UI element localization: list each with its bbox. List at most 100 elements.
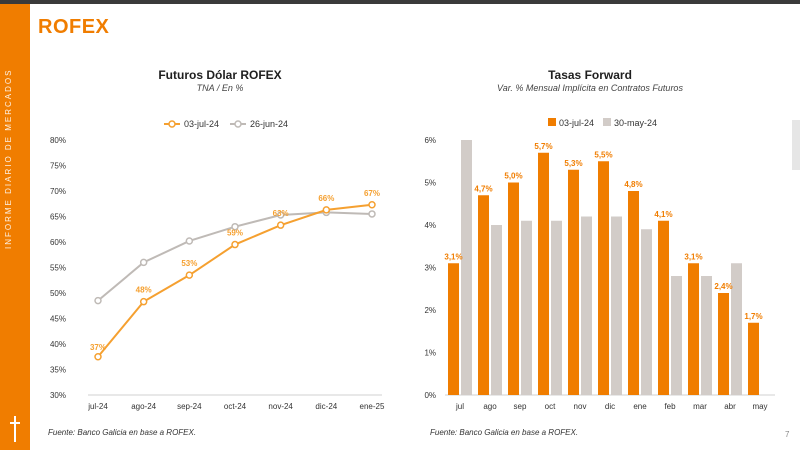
bar-chart: 03-jul-24 30-may-24 0% 1% 2% 3% 4% 5% 6% jul ago…	[424, 118, 775, 411]
bar-series-1	[448, 263, 459, 395]
bar-series-2	[521, 220, 532, 395]
bar-series-2	[731, 263, 742, 395]
bar-series-2	[641, 229, 652, 395]
legend-label-series-2: 26-jun-24	[250, 119, 288, 129]
legend-marker-series-2	[234, 120, 242, 128]
bar-chart-title: Tasas Forward	[548, 68, 632, 82]
data-label-series-1: 3,1%	[684, 252, 702, 261]
x-tick-label: dic-24	[315, 402, 337, 411]
y-tick-label: 0%	[424, 391, 436, 400]
point-series-2	[231, 222, 239, 231]
y-tick-label: 30%	[50, 391, 66, 400]
point-series-1	[231, 240, 239, 249]
point-series-2	[139, 258, 148, 267]
x-tick-label: ago-24	[131, 402, 156, 411]
data-label-series-1: 1,7%	[744, 312, 762, 321]
bar-series-2	[581, 216, 592, 395]
bar-series-2	[701, 276, 712, 395]
data-label-series-1: 67%	[364, 189, 380, 198]
legend-label-series-1: 03-jul-24	[184, 119, 219, 129]
bar-series-1	[568, 169, 579, 395]
data-label-series-1: 2,4%	[714, 282, 732, 291]
point-series-2	[94, 296, 102, 305]
bar-series-1	[538, 152, 549, 395]
y-tick-label: 3%	[424, 264, 436, 273]
y-tick-label: 60%	[50, 238, 66, 247]
x-tick-label: sep	[514, 402, 527, 411]
point-series-2	[368, 210, 376, 218]
point-series-1	[322, 206, 331, 214]
data-label-series-1: 5,5%	[594, 150, 612, 159]
bar-chart-subtitle: Var. % Mensual Implícita en Contratos Fu…	[497, 83, 683, 93]
x-tick-label: oct	[545, 402, 556, 411]
bar-series-1	[718, 293, 729, 395]
bar-series-2	[461, 140, 472, 395]
point-series-1	[185, 271, 194, 279]
x-tick-label: ene-25	[360, 402, 385, 411]
bar-series-1	[688, 263, 699, 395]
legend-label-series-1: 03-jul-24	[559, 118, 594, 128]
x-tick-label: feb	[664, 402, 676, 411]
data-label-series-1: 48%	[136, 286, 152, 295]
bar-series-1	[508, 182, 519, 395]
bar-series-1	[748, 322, 759, 395]
x-tick-label: nov-24	[268, 402, 293, 411]
bar-series-1	[598, 161, 609, 395]
y-tick-label: 4%	[424, 221, 436, 230]
x-tick-label: jul-24	[87, 402, 108, 411]
legend-label-series-2: 30-may-24	[614, 118, 657, 128]
line-chart-source: Fuente: Banco Galicia en base a ROFEX.	[48, 428, 197, 437]
bar-series-2	[671, 276, 682, 395]
y-tick-label: 65%	[50, 213, 66, 222]
bar-series-2	[611, 216, 622, 395]
x-tick-label: oct-24	[224, 402, 247, 411]
edge-tab	[792, 120, 800, 170]
x-tick-label: nov	[574, 402, 587, 411]
x-tick-label: sep-24	[177, 402, 202, 411]
x-tick-label: ene	[633, 402, 647, 411]
y-tick-label: 40%	[50, 340, 66, 349]
data-label-series-1: 53%	[181, 259, 197, 268]
y-tick-label: 1%	[424, 349, 436, 358]
bar-series-2	[551, 220, 562, 395]
x-tick-label: abr	[724, 402, 736, 411]
data-label-series-1: 4,1%	[654, 210, 672, 219]
page-title: ROFEX	[38, 16, 110, 38]
data-label-series-1: 59%	[227, 229, 243, 238]
y-tick-label: 5%	[424, 179, 436, 188]
line-chart-title: Futuros Dólar ROFEX	[158, 68, 282, 82]
y-tick-label: 2%	[424, 306, 436, 315]
y-tick-label: 55%	[50, 264, 66, 273]
y-tick-label: 70%	[50, 187, 66, 196]
data-label-series-1: 37%	[90, 343, 106, 352]
y-tick-label: 6%	[424, 136, 436, 145]
data-label-series-1: 3,1%	[444, 252, 462, 261]
sidebar: INFORME DIARIO DE MERCADOS	[0, 4, 30, 450]
legend-swatch-series-2	[603, 118, 611, 126]
data-label-series-1: 5,7%	[534, 142, 552, 151]
point-series-2	[185, 237, 194, 245]
x-tick-label: dic	[605, 402, 615, 411]
bar-series-2	[491, 225, 502, 395]
line-chart-subtitle: TNA / En %	[196, 83, 244, 93]
y-tick-label: 80%	[50, 136, 66, 145]
bar-series-1	[628, 191, 639, 395]
point-series-1	[368, 201, 376, 209]
legend-marker-series-1	[168, 120, 176, 128]
point-series-1	[94, 353, 102, 361]
line-chart-legend: 03-jul-24 26-jun-24	[164, 119, 288, 129]
data-label-series-1: 5,0%	[504, 172, 522, 181]
data-label-series-1: 63%	[273, 209, 289, 218]
point-series-1	[276, 221, 285, 229]
top-bar	[0, 0, 800, 4]
line-chart: 03-jul-24 26-jun-24 30% 35% 40% 45% 50% 55% 60…	[50, 119, 385, 411]
data-label-series-1: 66%	[318, 194, 334, 203]
cross-logo-icon	[10, 416, 20, 442]
x-tick-label: jul	[455, 402, 464, 411]
y-tick-label: 45%	[50, 315, 66, 324]
y-tick-label: 50%	[50, 289, 66, 298]
y-tick-label: 35%	[50, 366, 66, 375]
page-number: 7	[785, 430, 790, 439]
data-label-series-1: 4,8%	[624, 180, 642, 189]
y-tick-label: 75%	[50, 162, 66, 171]
